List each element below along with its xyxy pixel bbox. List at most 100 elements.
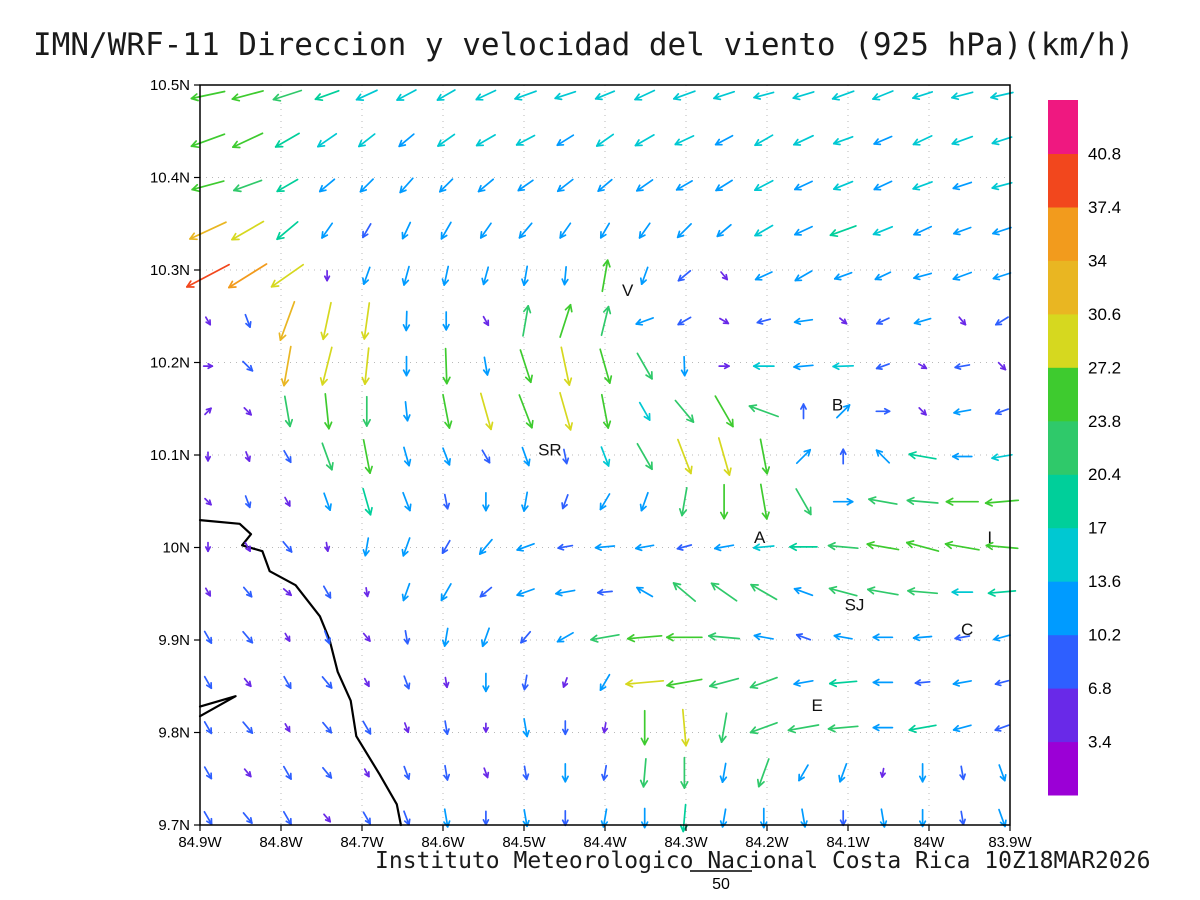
wind-vector xyxy=(279,300,296,341)
wind-vector xyxy=(991,136,1013,145)
wind-vector-head xyxy=(795,633,804,636)
wind-vector-head xyxy=(320,331,325,341)
colorbar-tick-label: 40.8 xyxy=(1088,145,1121,164)
wind-vector-head xyxy=(398,139,403,148)
x-axis-tick-label: 84.6W xyxy=(421,834,465,851)
wind-vector-head xyxy=(276,231,281,241)
wind-vector xyxy=(600,393,610,429)
wind-vector xyxy=(590,633,620,641)
colorbar-segment xyxy=(1048,100,1078,154)
wind-vector-head xyxy=(399,185,403,194)
wind-vector-head xyxy=(754,229,760,237)
wind-vector xyxy=(442,393,451,429)
wind-vector-head xyxy=(364,730,372,735)
wind-vector-head xyxy=(364,820,371,825)
wind-vector xyxy=(523,765,528,781)
wind-vector-head xyxy=(951,138,958,145)
y-axis-tick-label: 10.2N xyxy=(150,355,190,372)
wind-vector-head xyxy=(322,333,329,341)
wind-vector xyxy=(282,540,293,553)
wind-vector xyxy=(952,724,972,731)
wind-vector-head xyxy=(319,377,324,386)
wind-vector xyxy=(753,634,774,640)
wind-vector-head xyxy=(719,820,724,828)
wind-vector xyxy=(404,401,409,422)
wind-vector xyxy=(362,266,371,285)
wind-vector-head xyxy=(402,324,408,332)
wind-vector xyxy=(993,634,1011,641)
wind-vector-head xyxy=(954,634,961,640)
wind-vector-head xyxy=(676,230,681,239)
wind-vector-head xyxy=(365,418,371,427)
wind-vector-head xyxy=(713,92,720,100)
wind-vector xyxy=(399,177,414,194)
wind-vector xyxy=(475,134,496,147)
wind-vector xyxy=(232,132,264,148)
wind-vector-head xyxy=(324,505,331,511)
wind-vector-head xyxy=(723,511,729,520)
wind-vector-head xyxy=(684,467,692,475)
wind-vector xyxy=(794,225,813,236)
wind-vector xyxy=(913,317,932,325)
wind-vector-head xyxy=(951,142,960,146)
wind-vector-head xyxy=(635,543,642,550)
wind-vector xyxy=(559,303,572,338)
wind-vector-head xyxy=(602,421,610,429)
wind-vector xyxy=(402,491,411,512)
wind-vector-head xyxy=(626,634,635,640)
wind-vector xyxy=(709,677,740,688)
wind-vector-head xyxy=(442,323,448,331)
wind-vector xyxy=(362,223,372,239)
wind-vector-head xyxy=(987,588,996,595)
footer-credit: Instituto Meteorologico Nacional Costa R… xyxy=(375,848,1150,874)
wind-vector xyxy=(720,712,728,743)
wind-vector xyxy=(242,812,253,824)
wind-vector xyxy=(951,135,974,145)
wind-vector-head xyxy=(944,540,954,545)
wind-vector-head xyxy=(437,144,446,147)
wind-vector xyxy=(396,89,417,101)
wind-vector xyxy=(953,226,972,235)
wind-vector-head xyxy=(276,184,282,193)
wind-vector xyxy=(672,582,697,602)
wind-vector-head xyxy=(561,278,566,286)
wind-vector-head xyxy=(270,285,280,288)
wind-vector-head xyxy=(719,775,724,783)
wind-vector xyxy=(190,90,226,100)
wind-vector-head xyxy=(318,189,327,193)
wind-vector xyxy=(642,757,647,788)
wind-vector-head xyxy=(951,96,960,101)
wind-vector-head xyxy=(531,419,534,429)
wind-vector-head xyxy=(529,374,533,384)
wind-vector xyxy=(444,347,448,385)
wind-vector-head xyxy=(634,93,640,101)
wind-vector-head xyxy=(522,774,528,781)
wind-vector-head xyxy=(874,273,880,281)
wind-vector-head xyxy=(906,499,915,506)
wind-vector-head xyxy=(639,277,643,285)
wind-vector-head xyxy=(562,458,568,465)
wind-vector-head xyxy=(793,587,802,590)
wind-vector xyxy=(912,635,933,639)
colorbar-segment xyxy=(1048,581,1078,636)
wind-vector-head xyxy=(833,632,841,637)
wind-vector-head xyxy=(437,139,442,147)
wind-vector xyxy=(754,271,773,281)
wind-vector-head xyxy=(590,638,599,643)
wind-vector xyxy=(839,763,848,783)
wind-vector xyxy=(559,222,572,239)
wind-vector xyxy=(952,680,972,685)
wind-vector xyxy=(523,718,528,738)
wind-vector xyxy=(905,541,940,552)
wind-vector xyxy=(674,399,695,423)
wind-vector-head xyxy=(827,728,836,733)
wind-vector xyxy=(960,765,965,781)
wind-vector xyxy=(756,318,772,324)
wind-vector-head xyxy=(285,593,292,597)
wind-vector xyxy=(634,134,655,147)
wind-vector-head xyxy=(841,321,848,325)
wind-vector xyxy=(994,679,1010,685)
wind-vector xyxy=(362,811,371,825)
wind-vector-head xyxy=(207,365,214,370)
wind-vector-head xyxy=(602,460,610,467)
